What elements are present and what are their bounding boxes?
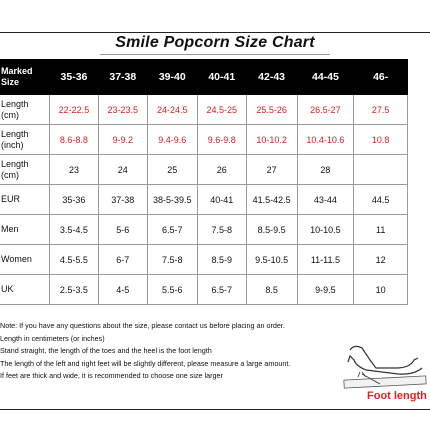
row-label-line: Length [1,98,29,109]
row-label-cell: Women [0,244,51,275]
row-label-line: Size [1,77,20,87]
row-label-line: (inch) [1,139,24,150]
size-value-cell: 10.4-10.6 [296,124,355,155]
table-header-row: Marked Size 35-36 37-38 39-40 40-41 42-43 44-45… [0,59,408,95]
size-value-cell: 26.5-27 [296,94,355,125]
row-label-line: UK [1,284,14,294]
row-label-line: Men [1,224,19,234]
size-value-cell: 9-9.5 [296,274,355,305]
size-value-cell: 37-38 [97,184,148,215]
row-label-cell: EUR [0,184,51,215]
size-value-cell: 11 [353,214,408,245]
size-value-cell: 38-5-39.5 [146,184,198,215]
size-value-cell: 2.5-3.5 [49,274,99,305]
size-header-cell: 37-38 [97,59,148,95]
size-value-cell: 22-22.5 [49,94,99,125]
note-line: Stand straight, the length of the toes a… [0,346,212,356]
row-label-cell: Length (cm) [0,94,51,125]
row-label-line: Marked [1,66,33,76]
size-value-cell: 25 [146,154,198,185]
size-value-cell: 25.5-26 [245,94,298,125]
size-value-cell [353,154,408,185]
size-value-cell: 23 [49,154,99,185]
size-value-cell: 5.5-6 [146,274,198,305]
note-line: Note: If you have any questions about th… [0,321,285,330]
size-value-cell: 41.5-42.5 [245,184,298,215]
size-value-cell: 9.4-9.6 [146,124,198,155]
foot-length-label: Foot length [367,390,427,402]
size-value-cell: 24-24.5 [146,94,198,125]
table-row: Men 3.5-4.5 5-6 6.5-7 7.5-8 8.5-9.5 10-10.5 11 [0,214,408,245]
size-value-cell: 9.6-9.8 [196,124,247,155]
foot-measure-icon [343,345,427,389]
row-label-line: Women [1,254,32,264]
size-value-cell: 9.5-10.5 [245,244,298,275]
size-value-cell: 4-5 [97,274,148,305]
table-row: Length (cm) 23 24 25 26 27 28 [0,154,408,185]
size-value-cell: 44.5 [353,184,408,215]
size-value-cell: 6.5-7 [146,214,198,245]
size-header-cell: 44-45 [296,59,355,95]
size-header-cell: 46- [353,59,408,95]
size-value-cell: 7.5-8 [146,244,198,275]
size-value-cell: 27 [245,154,298,185]
table-row: Women 4.5-5.5 6-7 7.5-8 8.5-9 9.5-10.5 11-11.5… [0,244,408,275]
row-label-line: Length [1,158,29,169]
size-value-cell: 5-6 [97,214,148,245]
note-line: If feet are thick and wide, it is recomm… [0,370,223,380]
size-table: Marked Size 35-36 37-38 39-40 40-41 42-43 44-45… [0,59,408,305]
size-value-cell: 10 [353,274,408,305]
size-value-cell: 26 [196,154,247,185]
size-value-cell: 3.5-4.5 [49,214,99,245]
row-label-cell: Length (inch) [0,124,51,155]
size-value-cell: 6.5-7 [196,274,247,305]
size-value-cell: 35-36 [49,184,99,215]
size-value-cell: 4.5-5.5 [49,244,99,275]
size-value-cell: 10-10.5 [296,214,355,245]
size-value-cell: 8.5 [245,274,298,305]
row-label-line: Length [1,128,29,139]
size-value-cell: 24 [97,154,148,185]
table-row: Length (cm) 22-22.5 23-23.5 24-24.5 24.5-25 25… [0,94,408,125]
size-value-cell: 7.5-8 [196,214,247,245]
size-value-cell: 10-10.2 [245,124,298,155]
size-header-cell: 40-41 [196,59,247,95]
size-header-cell: 39-40 [146,59,198,95]
row-label-cell: UK [0,274,51,305]
header-label-cell: Marked Size [0,59,51,95]
size-value-cell: 8.5-9.5 [245,214,298,245]
size-header-cell: 42-43 [245,59,298,95]
size-value-cell: 43-44 [296,184,355,215]
note-line: Length in centimeters (or inches) [0,334,105,344]
size-header-cell: 35-36 [49,59,99,95]
size-value-cell: 28 [296,154,355,185]
size-value-cell: 8.5-9 [196,244,247,275]
size-value-cell: 27.5 [353,94,408,125]
row-label-line: (cm) [1,109,19,120]
size-value-cell: 8.6-8.8 [49,124,99,155]
note-line: The length of the left and right feet wi… [0,358,291,368]
chart-frame [0,32,430,410]
title-underline [100,54,330,55]
row-label-line: EUR [1,194,21,204]
row-label-line: (cm) [1,169,19,180]
table-row: EUR 35-36 37-38 38-5-39.5 40-41 41.5-42.5 43-4… [0,184,408,215]
size-notes: Note: If you have any questions about th… [0,320,340,382]
row-label-cell: Men [0,214,51,245]
table-row: Length (inch) 8.6-8.8 9-9.2 9.4-9.6 9.6-9.8 10… [0,124,408,155]
size-value-cell: 11-11.5 [296,244,355,275]
table-row: UK 2.5-3.5 4-5 5.5-6 6.5-7 8.5 9-9.5 10 [0,274,408,305]
size-value-cell: 23-23.5 [97,94,148,125]
row-label-cell: Length (cm) [0,154,51,185]
size-value-cell: 12 [353,244,408,275]
size-value-cell: 24.5-25 [196,94,247,125]
size-value-cell: 9-9.2 [97,124,148,155]
size-value-cell: 6-7 [97,244,148,275]
chart-title: Smile Popcorn Size Chart [115,34,315,51]
size-value-cell: 10.8 [353,124,408,155]
size-value-cell: 40-41 [196,184,247,215]
